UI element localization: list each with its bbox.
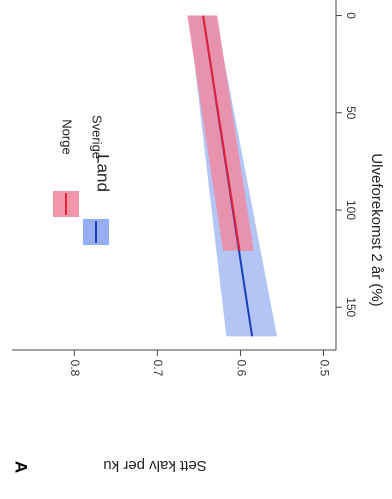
y-tick-label: 0.6 <box>234 360 248 377</box>
y-axis-title: Sett kalv per ku <box>103 457 206 474</box>
x-tick-label: 150 <box>344 297 358 317</box>
legend-title: Land <box>94 154 113 192</box>
legend-label-norge: Norge <box>60 119 75 154</box>
x-tick-label: 0 <box>344 12 358 19</box>
x-tick-label: 50 <box>344 106 358 120</box>
y-tick-label: 0.8 <box>68 360 82 377</box>
panel-label: A <box>12 461 31 473</box>
legend-label-sverige: Sverige <box>90 115 105 159</box>
axes: 0 50 100 150 0.5 0.6 0.7 0.8 <box>12 0 358 377</box>
x-axis-title: Ulveforekomst 2 år (%) <box>368 153 385 306</box>
y-tick-label: 0.7 <box>151 360 165 377</box>
series-lines <box>202 15 254 337</box>
y-tick-label: 0.5 <box>317 360 331 377</box>
legend: Land Norge Sverige <box>53 115 113 245</box>
series-line-norge <box>202 15 241 251</box>
x-tick-label: 100 <box>344 200 358 220</box>
labels: Ulveforekomst 2 år (%) Sett kalv per ku A <box>12 153 386 474</box>
confidence-bands <box>187 15 278 337</box>
